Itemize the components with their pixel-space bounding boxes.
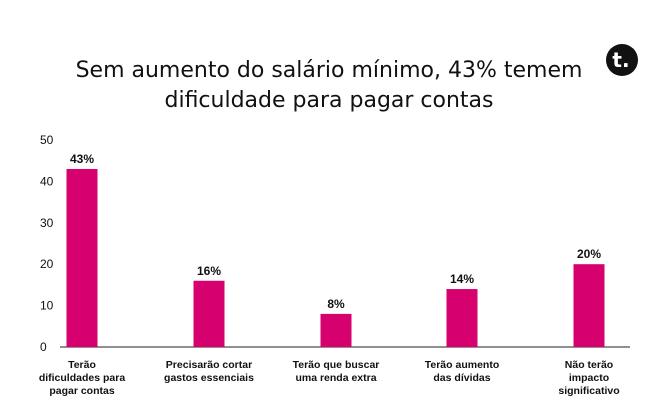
x-tick-label: uma renda extra — [295, 372, 376, 384]
data-label: 14% — [450, 272, 474, 286]
x-tick-label: Precisarão cortar — [166, 359, 252, 371]
brand-logo-icon: t. — [606, 44, 638, 76]
x-tick-label: Não terão — [565, 359, 613, 371]
y-tick-label: 20 — [40, 257, 54, 271]
svg-text:t.: t. — [612, 48, 629, 72]
data-label: 16% — [197, 264, 221, 278]
x-tick-label: significativo — [558, 385, 619, 397]
x-tick-label: dificuldades para — [39, 372, 126, 384]
bar — [320, 313, 352, 347]
x-tick-label: pagar contas — [49, 385, 115, 397]
x-tick-label: gastos essenciais — [164, 372, 254, 384]
y-tick-label: 50 — [40, 133, 54, 147]
x-tick-label: Terão aumento — [425, 359, 499, 371]
bar — [446, 289, 478, 347]
x-tick-label: impacto — [569, 372, 609, 384]
bar — [573, 264, 605, 347]
y-tick-label: 40 — [40, 174, 54, 188]
x-tick-label: das dívidas — [433, 372, 490, 384]
chart-title-line-1: Sem aumento do salário mínimo, 43% temem — [75, 58, 583, 83]
data-label: 43% — [70, 152, 94, 166]
x-tick-label: Terão que buscar — [293, 359, 380, 371]
bar — [66, 168, 98, 347]
x-tick-label: Terão — [68, 359, 96, 371]
chart-title-line-2: dificuldade para pagar contas — [164, 88, 494, 113]
data-label: 20% — [577, 247, 601, 261]
data-label: 8% — [327, 297, 345, 311]
bar — [193, 280, 225, 347]
y-tick-label: 0 — [40, 340, 47, 354]
y-tick-label: 10 — [40, 299, 54, 313]
y-tick-label: 30 — [40, 216, 54, 230]
